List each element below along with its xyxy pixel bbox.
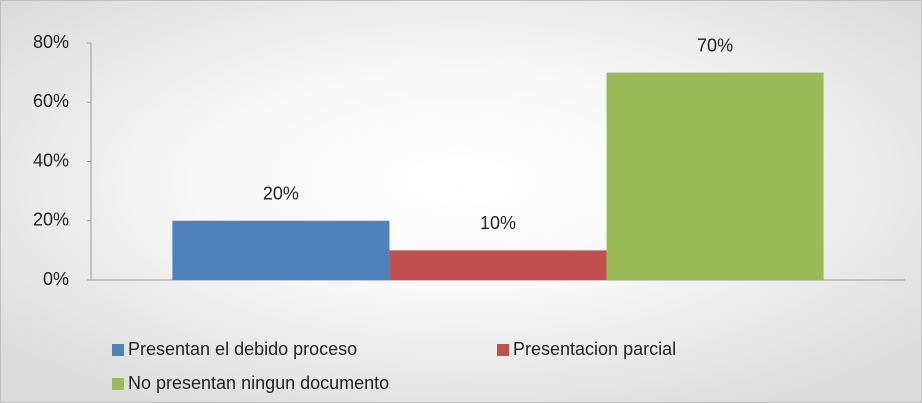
legend-label: No presentan ningun documento: [128, 373, 389, 393]
bar: [606, 72, 824, 280]
y-tick-label: 40%: [33, 150, 69, 170]
data-label: 20%: [263, 184, 299, 204]
bar: [172, 220, 390, 280]
legend-label: Presentan el debido proceso: [128, 339, 357, 359]
legend-label: Presentacion parcial: [513, 339, 676, 359]
y-tick-label: 80%: [33, 32, 69, 52]
data-label: 70%: [697, 35, 733, 55]
legend-swatch: [112, 344, 124, 356]
bar: [389, 250, 607, 280]
y-tick-label: 60%: [33, 91, 69, 111]
legend-swatch: [112, 378, 124, 390]
y-tick-label: 0%: [43, 269, 69, 289]
data-label: 10%: [480, 213, 516, 233]
legend-swatch: [497, 344, 509, 356]
y-tick-label: 20%: [33, 210, 69, 230]
